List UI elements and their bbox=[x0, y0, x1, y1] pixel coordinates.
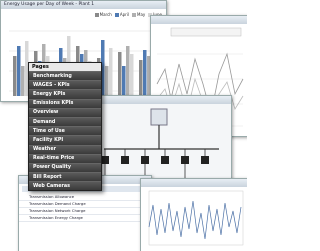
trend-chart bbox=[141, 187, 247, 251]
window-title-bar bbox=[89, 96, 231, 104]
trend-window bbox=[140, 178, 247, 251]
bar bbox=[13, 56, 17, 96]
menu-item[interactable]: Emissions KPIs bbox=[29, 99, 101, 108]
menu-item[interactable]: Web Cameras bbox=[29, 181, 101, 190]
table-row: Transmission Energy Charge bbox=[19, 215, 151, 222]
menu-item[interactable]: Weather bbox=[29, 145, 101, 154]
menu-item[interactable]: Energy KPIs bbox=[29, 89, 101, 98]
menu-item[interactable]: Demand bbox=[29, 117, 101, 126]
screenshot-collage: Energy Usage per Day of Week - Plant 1 M… bbox=[0, 0, 247, 251]
table-row: Transmission Allowance bbox=[19, 194, 151, 201]
window-title-bar bbox=[141, 179, 247, 187]
menu-item[interactable]: Bill Report bbox=[29, 172, 101, 181]
menu-item[interactable]: Facility KPI bbox=[29, 135, 101, 144]
menu-item[interactable]: Benchmarking bbox=[29, 71, 101, 80]
window-title-bar bbox=[151, 16, 247, 24]
table-row: Transmission Demand Charge bbox=[19, 201, 151, 208]
bar bbox=[139, 60, 143, 96]
bar bbox=[17, 46, 21, 96]
bar bbox=[126, 46, 130, 96]
menu-item[interactable]: WAGES - KPIs bbox=[29, 80, 101, 89]
bar bbox=[109, 48, 113, 96]
bar bbox=[130, 54, 134, 96]
menu-item[interactable]: Power Quality bbox=[29, 163, 101, 172]
bar bbox=[143, 50, 147, 96]
menu-item[interactable]: Real-time Price bbox=[29, 154, 101, 163]
menu-header: Pages bbox=[29, 63, 101, 71]
menu-item[interactable]: Time of Use bbox=[29, 126, 101, 135]
menu-item[interactable]: Overview bbox=[29, 108, 101, 117]
table-row: Transmission Network Charge bbox=[19, 208, 151, 215]
bar bbox=[118, 52, 122, 96]
bar bbox=[21, 66, 25, 96]
bar bbox=[122, 66, 126, 96]
window-title: Energy Usage per Day of Week - Plant 1 bbox=[1, 1, 166, 9]
bar bbox=[105, 66, 109, 96]
